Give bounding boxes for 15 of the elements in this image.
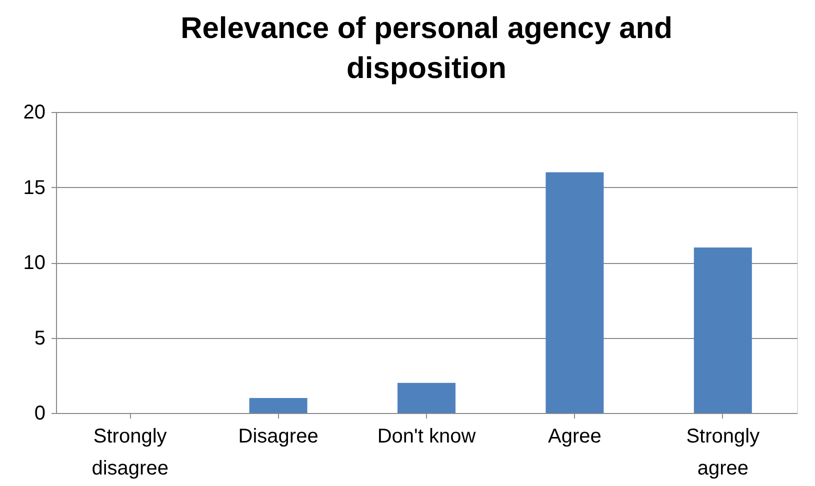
y-tick-label: 10 bbox=[23, 252, 46, 274]
bar bbox=[694, 247, 752, 413]
x-tick-label: Disagree bbox=[238, 426, 318, 448]
y-tick-label: 20 bbox=[23, 102, 46, 124]
y-tick-label: 0 bbox=[34, 402, 46, 424]
bar bbox=[546, 172, 604, 413]
x-tick-label: Strongly disagree bbox=[92, 426, 168, 480]
y-tick-label: 15 bbox=[23, 176, 46, 199]
chart-title: Relevance of personal agency and disposition bbox=[180, 12, 672, 85]
bar bbox=[398, 382, 456, 413]
bar bbox=[249, 398, 308, 413]
x-tick-label: Agree bbox=[548, 426, 602, 448]
x-tick-label: Don't know bbox=[377, 426, 476, 448]
x-tick-label: Strongly agree bbox=[686, 426, 760, 480]
y-tick-label: 5 bbox=[34, 327, 46, 350]
